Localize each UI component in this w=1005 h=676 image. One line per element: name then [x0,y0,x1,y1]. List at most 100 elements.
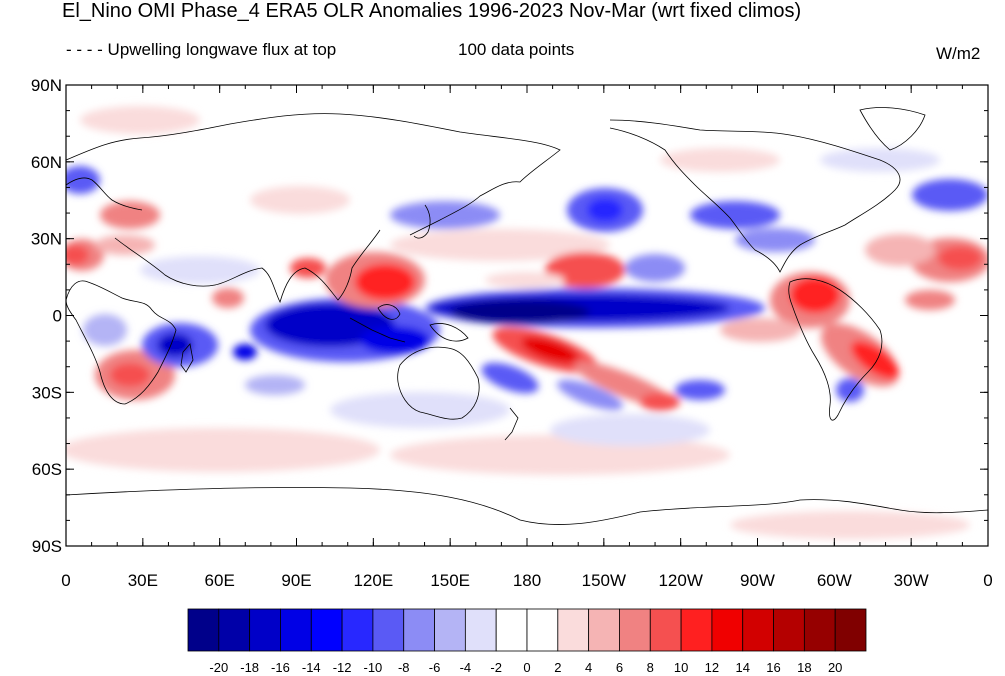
anomaly-patch [851,341,899,379]
lon-tick-label: 0 [61,571,70,590]
colorbar-swatch [403,608,435,652]
anomaly-patch [735,228,815,252]
lon-tick-label: 150W [582,571,626,590]
colorbar-swatch [619,608,651,652]
north-america-coastline [609,119,901,273]
madagascar-coastline [180,343,194,373]
longitude-axis: 0 30E 60E 90E 120E 150E 180 150W 120W 90W 60W 30W 0 [61,85,993,590]
colorbar-swatch [372,608,405,652]
colorbar-level-label: -4 [460,660,472,675]
colorbar-level-label: 16 [766,660,780,675]
australia-coastline [397,346,480,420]
anomaly-patch [905,290,955,310]
colorbar-swatch [464,608,497,652]
colorbar-level-label: -14 [302,660,321,675]
colorbar-level-label: -20 [209,660,228,675]
colorbar-level-label: -10 [364,660,383,675]
anomaly-patch [390,229,610,261]
minor-ticks [65,84,989,547]
anomaly-patch [100,201,160,229]
colorbar-level-label: -18 [240,660,259,675]
colorbar-swatch [773,608,805,652]
lon-tick-label: 30W [894,571,929,590]
anomaly-patch [80,106,200,134]
lon-tick-label: 150E [430,571,470,590]
lon-tick-label: 30E [128,571,158,590]
anomaly-patch [233,344,257,360]
colorbar-level-label: 8 [647,660,654,675]
colorbar-level-label: 4 [585,660,592,675]
anomaly-patch [690,201,780,229]
anomaly-patch [250,186,350,214]
map-title: El_Nino OMI Phase_4 ERA5 OLR Anomalies 1… [62,0,802,22]
anomaly-patch [556,379,624,411]
colorbar-swatch [495,608,528,652]
colorbar-swatch [434,608,466,652]
colorbar-swatch [557,608,590,652]
data-points-subtitle: 100 data points [458,40,575,59]
anomaly-patch [95,235,155,255]
colorbar-level-label: 12 [705,660,719,675]
colorbar-level-label: -12 [333,660,352,675]
colorbar-level-label: 6 [616,660,623,675]
colorbar-swatch [649,608,682,652]
anomaly-patch [66,245,89,265]
anomaly-patch [450,300,590,324]
lat-tick-label: 60S [32,460,62,479]
colorbar-swatch [588,608,620,652]
colorbar-swatch [834,608,867,652]
anomaly-patch [730,511,970,539]
anomaly-patch [587,198,623,222]
europe-coastline [66,177,143,211]
anomaly-patch [720,318,800,342]
lon-tick-label: 120E [353,571,393,590]
anomaly-patch [330,392,510,428]
colorbar-swatch [711,608,744,652]
anomaly-patch [790,277,840,313]
anomaly-patch [355,264,415,300]
lat-tick-label: 30N [31,230,62,249]
colorbar-level-label: 2 [554,660,561,675]
colorbar-swatch [526,608,559,652]
antarctica-coastline [66,487,988,525]
anomaly-patch [66,428,380,472]
anomaly-patch [110,363,150,387]
lat-tick-label: 0 [53,307,62,326]
colorbar-level-label: 18 [797,660,811,675]
anomaly-patch [912,179,988,211]
lat-tick-label: 90S [32,537,62,556]
lat-tick-label: 30S [32,383,62,402]
anomaly-patch [390,201,500,229]
coastlines [66,107,988,525]
anomaly-patch [836,378,864,402]
asia-coastline [114,229,381,304]
new-zealand-coastline [504,407,519,441]
anomaly-patch [545,252,625,288]
colorbar-level-label: -2 [490,660,502,675]
anomaly-patch [485,272,565,288]
colorbar-level-label: 14 [735,660,749,675]
latitude-axis: 90N 60N 30N 0 30S 60S 90S [31,76,988,556]
anomaly-patch [245,375,305,395]
greenland-coastline [859,107,926,151]
colorbar-swatch [742,608,774,652]
lat-tick-label: 90N [31,76,62,95]
colorbar-swatch [280,608,312,652]
anomaly-patch [83,314,127,346]
eurasia-north-coastline [66,113,561,236]
colorbar-level-label: 20 [828,660,842,675]
lon-tick-label: 0 [983,571,992,590]
anomaly-patch [938,246,982,270]
anomaly-patch [66,166,100,194]
anomaly-patch [140,256,260,284]
anomaly-patch [660,148,780,172]
lon-tick-label: 120W [658,571,702,590]
lon-tick-label: 90W [740,571,775,590]
anomaly-patch [625,254,685,282]
colorbar-level-label: -16 [271,660,290,675]
anomaly-patch [360,326,430,354]
anomaly-field [66,106,988,539]
africa-coastline [66,280,177,405]
anomaly-patch [675,380,725,400]
